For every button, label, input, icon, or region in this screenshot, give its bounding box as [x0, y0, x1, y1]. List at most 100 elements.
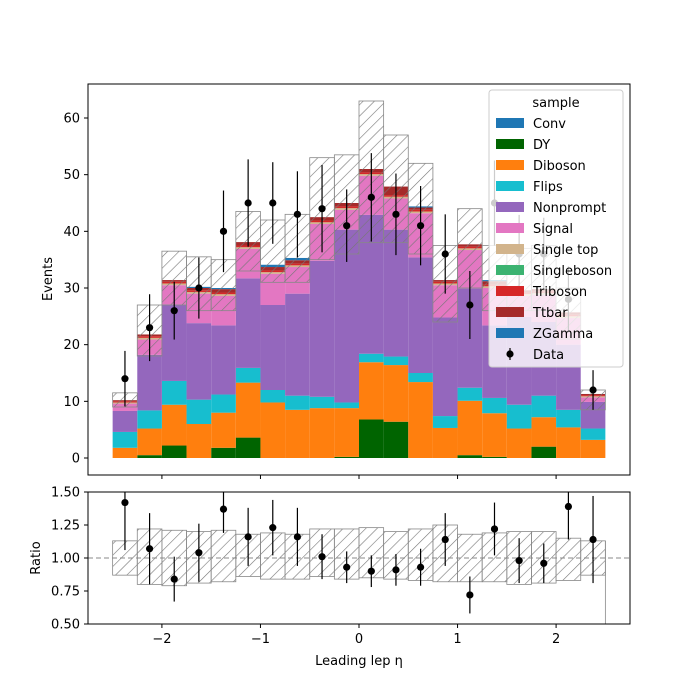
stack-bar [186, 424, 212, 458]
stack-bar [506, 404, 532, 429]
x-tick-label: 2 [552, 632, 560, 647]
ratio-point [121, 498, 129, 507]
stack-bar [186, 399, 212, 424]
ratio-y-tick-label: 1.25 [51, 519, 80, 534]
stack-bar [285, 293, 310, 396]
stack-bar [556, 409, 581, 428]
stack-bar [506, 428, 532, 458]
ratio-point [269, 524, 277, 532]
stack-bar [112, 431, 138, 448]
legend-entry-triboson: Triboson [496, 285, 587, 300]
legend-swatch [496, 181, 524, 191]
stack-flips [112, 353, 606, 448]
legend-entry-dy: DY [496, 138, 550, 153]
x-axis-label: Leading lep η [315, 654, 403, 669]
legend-swatch [496, 244, 524, 254]
legend-data-marker [506, 350, 514, 358]
legend-label: Ttbar [532, 306, 568, 321]
legend-label: Signal [533, 222, 573, 237]
stack-bar [531, 395, 557, 418]
legend-label: DY [533, 138, 550, 153]
ratio-y-tick-label: 1.00 [51, 552, 80, 567]
legend-swatch [496, 118, 524, 128]
ratio-uncertainty-bin [457, 533, 483, 583]
stack-bar [260, 305, 286, 390]
legend-box [488, 89, 624, 368]
legend-entry-data: Data [506, 348, 564, 363]
legend-label: Flips [533, 180, 563, 195]
stack-bar [432, 416, 458, 428]
stack-diboson [112, 362, 606, 458]
stack-bar [211, 394, 236, 413]
ratio-point [466, 591, 474, 599]
legend-swatch [496, 139, 524, 149]
stack-bar [285, 395, 310, 410]
legend-title: sample [532, 96, 579, 111]
legend-entry-conv: Conv [496, 117, 566, 132]
data-point [121, 375, 129, 383]
stack-bar [112, 410, 138, 432]
ratio-point [343, 563, 351, 571]
stack-bar [309, 396, 335, 409]
ratio-y-tick-label: 0.50 [51, 618, 80, 633]
stack-dy [137, 419, 557, 458]
legend-label: ZGamma [533, 327, 593, 342]
stack-bar [432, 427, 458, 458]
stack-bar [285, 409, 310, 458]
x-tick-label: 1 [453, 632, 461, 647]
y-tick-label: 60 [63, 112, 80, 127]
y-tick-label: 20 [63, 338, 80, 353]
ratio-point [318, 553, 326, 561]
legend-label: Conv [533, 117, 566, 132]
ratio-point [367, 567, 375, 575]
legend-label: Data [533, 348, 564, 363]
legend-swatch [496, 307, 524, 317]
data-point [269, 199, 277, 207]
x-tick-label: −1 [251, 632, 270, 647]
y-tick-label: 40 [63, 225, 80, 240]
data-point [219, 227, 228, 235]
stack-bar [457, 400, 483, 456]
stack-bar [137, 354, 162, 411]
legend-swatch [496, 223, 524, 233]
ratio-uncertainty-bin [555, 537, 582, 581]
stack-bar [235, 437, 261, 458]
ratio-point [515, 557, 523, 565]
legend-entry-ttbar: Ttbar [496, 306, 568, 321]
stack-bar [260, 402, 286, 458]
stack-bar [186, 323, 212, 400]
data-point [195, 284, 203, 292]
stack-bar [580, 428, 606, 440]
main-y-axis: 0 10 20 30 40 50 60 [63, 112, 88, 467]
legend-swatch [496, 160, 524, 170]
stack-bar [211, 447, 236, 458]
data-point [392, 210, 400, 218]
data-point [589, 386, 597, 394]
ratio-y-axis: 0.50 0.75 1.00 1.25 1.50 [51, 486, 88, 633]
data-point [170, 307, 178, 315]
data-point [441, 250, 449, 258]
stack-bar [482, 456, 507, 458]
stack-bar [334, 456, 359, 458]
data-point [145, 324, 154, 332]
legend-label: Triboson [532, 285, 587, 300]
stack-bar [482, 413, 507, 457]
ratio-point [441, 535, 449, 544]
legend-entry-diboson: Diboson [496, 159, 586, 174]
y-tick-label: 50 [63, 168, 80, 183]
ratio-plot-area [88, 492, 630, 624]
stack-bar [161, 404, 187, 446]
stack-bar [408, 257, 433, 373]
y-tick-label: 30 [63, 282, 80, 297]
legend-entry-single-top: Single top [496, 243, 598, 258]
legend-entry-singleboson: Singleboson [496, 264, 612, 279]
ratio-y-tick-label: 0.75 [51, 585, 80, 600]
ratio-point [244, 533, 252, 541]
ratio-point [195, 549, 203, 557]
stack-bar [137, 428, 162, 456]
stack-bar [531, 417, 557, 447]
main-y-label: Events [41, 257, 56, 301]
data-point [416, 222, 425, 230]
y-tick-label: 0 [72, 452, 80, 467]
